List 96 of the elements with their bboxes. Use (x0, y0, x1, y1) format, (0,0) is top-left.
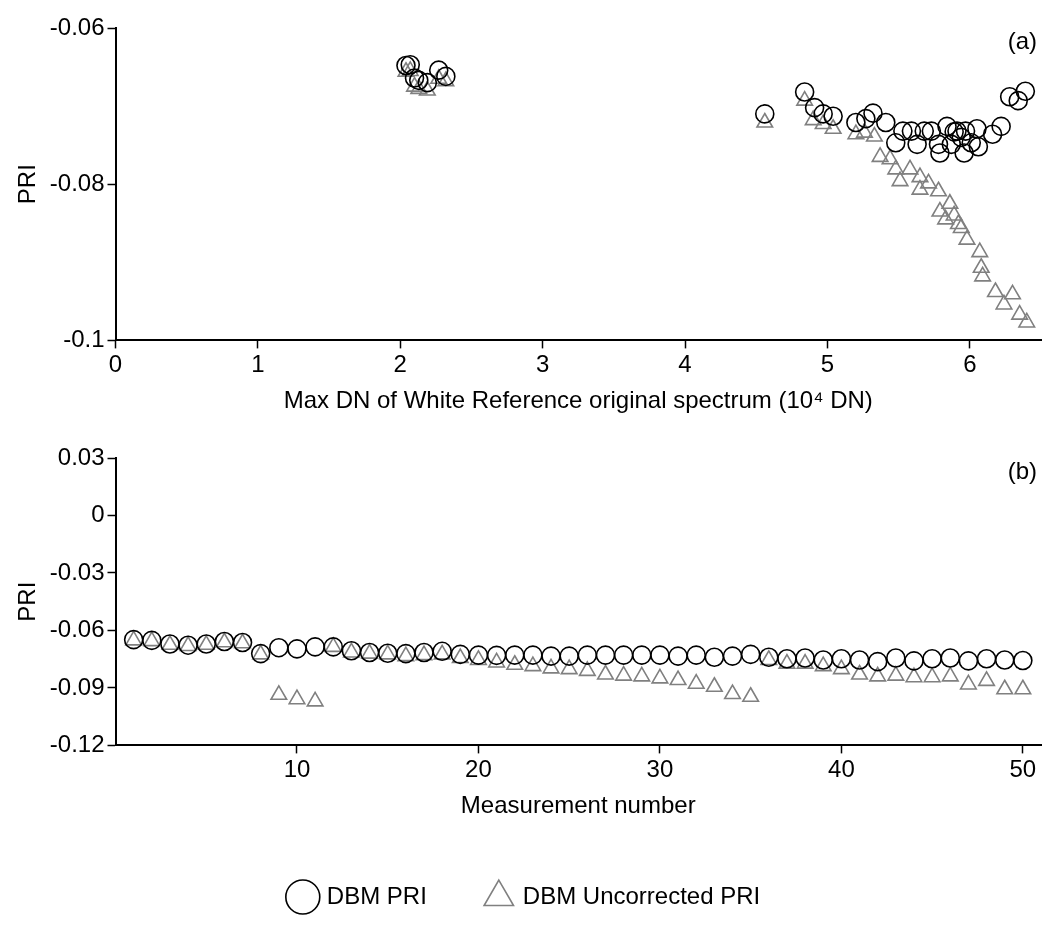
point (855, 122, 874, 138)
point (986, 282, 1005, 298)
point (967, 118, 987, 139)
point (911, 167, 929, 183)
point (991, 116, 1011, 137)
x-tick-label: 2 (393, 350, 407, 378)
y-axis-title: PRI (13, 164, 41, 205)
x-tick-label: 1 (251, 350, 265, 378)
chart-title: (b) (1007, 456, 1037, 484)
point (396, 55, 416, 76)
point (958, 229, 976, 245)
point (881, 149, 899, 165)
point (885, 133, 906, 153)
x-tick-label: 40 (828, 755, 855, 783)
x-tick-label: 50 (1009, 755, 1037, 783)
point (846, 112, 866, 133)
point (428, 60, 449, 80)
point (893, 121, 913, 141)
point (891, 171, 909, 187)
y-tick-label: -0.03 (49, 557, 105, 585)
point (865, 126, 884, 142)
point (754, 104, 775, 124)
point (907, 134, 927, 155)
point (813, 104, 833, 124)
point (941, 193, 959, 210)
point (949, 214, 968, 230)
point (1015, 81, 1036, 102)
point (952, 218, 970, 234)
point (931, 201, 949, 217)
x-tick-label: 3 (535, 350, 550, 378)
x-axis-title: Measurement number (460, 791, 696, 819)
point (951, 127, 972, 148)
y-tick-label: -0.06 (49, 12, 105, 40)
point (914, 121, 935, 141)
point (756, 112, 774, 128)
point (410, 79, 428, 95)
point (945, 205, 963, 221)
point (930, 143, 950, 163)
point (968, 136, 989, 157)
point (995, 294, 1013, 310)
legend-label: DBM Uncorrected PRI (522, 881, 761, 909)
point (814, 114, 832, 130)
point (804, 110, 822, 126)
point (823, 106, 843, 127)
point (954, 143, 974, 163)
point (972, 257, 990, 274)
point (400, 54, 421, 75)
point (804, 97, 825, 118)
y-axis-title: PRI (13, 581, 41, 622)
point (824, 118, 842, 135)
point (921, 121, 942, 141)
point (911, 179, 929, 195)
point (901, 121, 922, 141)
point (876, 112, 896, 133)
point (417, 72, 438, 93)
point (955, 121, 976, 141)
point (1011, 304, 1029, 320)
y-tick-label: -0.12 (49, 730, 105, 758)
point (1008, 90, 1029, 111)
point (436, 66, 456, 87)
point (928, 134, 949, 155)
point (937, 116, 957, 137)
point (941, 134, 962, 155)
point (901, 159, 919, 175)
point (887, 159, 905, 175)
point (999, 86, 1020, 107)
point (1003, 284, 1022, 300)
point (1018, 312, 1036, 328)
point (982, 124, 1003, 145)
point (847, 124, 865, 140)
point (974, 266, 992, 282)
point (863, 103, 883, 123)
chart-title: (a) (1007, 26, 1037, 54)
y-tick-label: -0.08 (49, 168, 105, 196)
x-tick-label: 5 (820, 350, 835, 378)
y-tick-label: -0.09 (49, 672, 105, 700)
x-tick-label: 20 (465, 755, 492, 783)
point (971, 242, 989, 258)
point (856, 108, 876, 129)
point (919, 173, 938, 189)
legend-label: DBM PRI (326, 881, 427, 909)
x-tick-label: 30 (646, 755, 674, 783)
point (871, 147, 889, 163)
point (961, 133, 982, 153)
point (929, 181, 948, 197)
x-tick-label: 6 (963, 350, 977, 378)
y-tick-label: 0 (91, 500, 105, 528)
x-tick-label: 10 (283, 755, 311, 783)
point (937, 209, 955, 225)
y-tick-label: -0.06 (49, 615, 105, 643)
y-tick-label: 0.03 (57, 442, 105, 470)
point (794, 82, 815, 102)
y-tick-label: -0.1 (63, 325, 105, 353)
x-axis-title: Max DN of White Reference original spectrum (10⁴ DN) (283, 386, 873, 414)
x-tick-label: 0 (108, 350, 123, 378)
x-tick-label: 4 (678, 350, 692, 378)
